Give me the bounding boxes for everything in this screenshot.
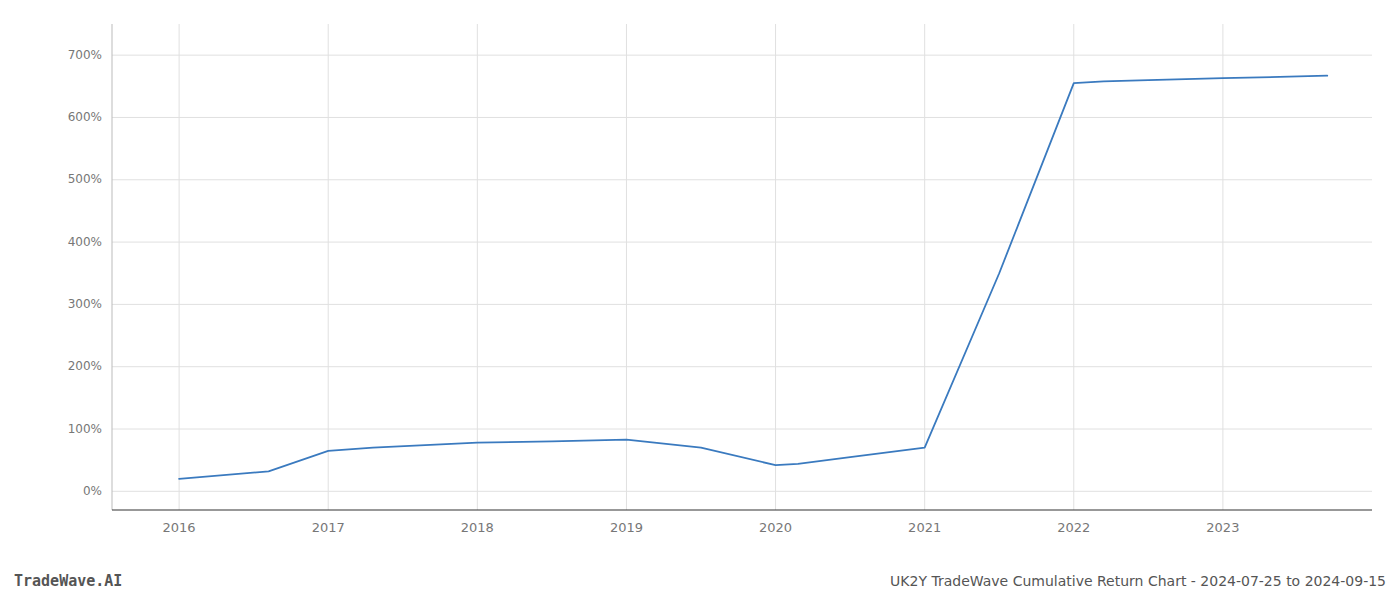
x-tick-label: 2023 — [1206, 520, 1239, 535]
x-grid-line — [1222, 24, 1223, 510]
y-tick-label: 600% — [68, 110, 102, 124]
title: UK2Y TradeWave Cumulative Return Chart -… — [890, 573, 1386, 589]
y-grid-line — [112, 304, 1372, 305]
y-grid-line — [112, 366, 1372, 367]
y-grid-line — [112, 179, 1372, 180]
y-tick-label: 300% — [68, 297, 102, 311]
x-tick-label: 2019 — [610, 520, 643, 535]
x-grid-line — [626, 24, 627, 510]
x-tick-label: 2018 — [461, 520, 494, 535]
y-grid-line — [112, 117, 1372, 118]
y-axis-line — [112, 24, 113, 510]
y-tick-label: 0% — [83, 484, 102, 498]
y-grid-line — [112, 491, 1372, 492]
background — [0, 0, 1400, 600]
y-tick-label: 200% — [68, 359, 102, 373]
y-grid-line — [112, 55, 1372, 56]
x-grid-line — [775, 24, 776, 510]
y-tick-label: 100% — [68, 422, 102, 436]
y-tick-label: 500% — [68, 172, 102, 186]
x-tick-label: 2021 — [908, 520, 941, 535]
x-tick-label: 2020 — [759, 520, 792, 535]
grid — [112, 24, 1372, 510]
y-grid-line — [112, 242, 1372, 243]
y-tick-label: 400% — [68, 235, 102, 249]
x-grid-line — [924, 24, 925, 510]
x-grid-line — [477, 24, 478, 510]
y-grid-line — [112, 429, 1372, 430]
plot-area — [179, 76, 1327, 479]
watermark: TradeWave.AI — [14, 572, 122, 590]
x-tick-label: 2016 — [163, 520, 196, 535]
chart: 0% 100% 200% 300% 400% 500% 600% 700% 2016 2017 20… — [0, 0, 1400, 600]
x-grid-line — [328, 24, 329, 510]
x-tick-label: 2022 — [1057, 520, 1090, 535]
x-tick-label: 2017 — [312, 520, 345, 535]
x-grid-line — [179, 24, 180, 510]
axes: 0% 100% 200% 300% 400% 500% 600% 700% 2016 2017 20… — [68, 24, 1372, 535]
y-tick-label: 700% — [68, 48, 102, 62]
line — [179, 76, 1327, 479]
x-grid-line — [1073, 24, 1074, 510]
x-axis-line — [112, 509, 1372, 510]
